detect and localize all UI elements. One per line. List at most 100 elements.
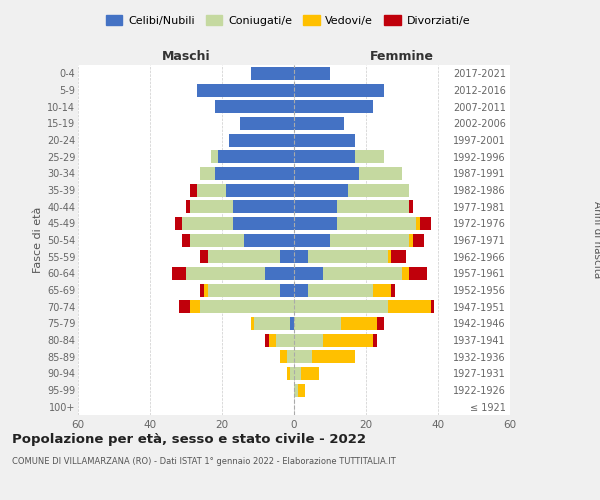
Y-axis label: Fasce di età: Fasce di età [32, 207, 43, 273]
Bar [294, 167, 359, 180]
Bar [265, 334, 269, 346]
Bar [298, 384, 305, 396]
Bar [215, 167, 294, 180]
Bar [323, 267, 402, 280]
Bar [294, 234, 330, 246]
Bar [265, 267, 294, 280]
Bar [373, 284, 391, 296]
Text: Popolazione per età, sesso e stato civile - 2022: Popolazione per età, sesso e stato civil… [12, 432, 366, 446]
Bar [294, 200, 337, 213]
Bar [359, 167, 402, 180]
Bar [341, 317, 377, 330]
Bar [312, 350, 355, 363]
Bar [226, 184, 294, 196]
Bar [294, 184, 348, 196]
Bar [190, 300, 200, 313]
Bar [294, 267, 323, 280]
Bar [294, 284, 308, 296]
Bar [294, 150, 355, 163]
Bar [391, 284, 395, 296]
Bar [308, 250, 388, 263]
Bar [190, 200, 233, 213]
Bar [294, 300, 388, 313]
Bar [200, 250, 208, 263]
Bar [244, 234, 294, 246]
Bar [215, 100, 294, 113]
Bar [251, 67, 294, 80]
Bar [172, 267, 186, 280]
Bar [409, 234, 413, 246]
Bar [294, 317, 341, 330]
Bar [294, 117, 344, 130]
Bar [208, 250, 280, 263]
Bar [197, 184, 226, 196]
Bar [294, 334, 323, 346]
Bar [294, 217, 337, 230]
Bar [409, 267, 427, 280]
Bar [200, 300, 294, 313]
Bar [182, 217, 233, 230]
Bar [402, 267, 409, 280]
Text: Anni di nascita: Anni di nascita [592, 202, 600, 278]
Bar [294, 350, 312, 363]
Bar [182, 234, 190, 246]
Bar [280, 284, 294, 296]
Bar [233, 217, 294, 230]
Bar [280, 250, 294, 263]
Bar [276, 334, 294, 346]
Bar [269, 334, 276, 346]
Bar [323, 334, 373, 346]
Bar [301, 367, 319, 380]
Bar [330, 234, 409, 246]
Bar [294, 100, 373, 113]
Bar [218, 150, 294, 163]
Bar [294, 250, 308, 263]
Bar [211, 150, 218, 163]
Bar [409, 200, 413, 213]
Bar [377, 317, 384, 330]
Bar [251, 317, 254, 330]
Bar [200, 167, 215, 180]
Bar [186, 267, 265, 280]
Bar [294, 134, 355, 146]
Bar [208, 284, 280, 296]
Bar [190, 234, 244, 246]
Bar [294, 84, 384, 96]
Legend: Celibi/Nubili, Coniugati/e, Vedovi/e, Divorziati/e: Celibi/Nubili, Coniugati/e, Vedovi/e, Di… [101, 10, 475, 30]
Bar [388, 300, 431, 313]
Bar [254, 317, 290, 330]
Bar [294, 384, 298, 396]
Bar [348, 184, 409, 196]
Bar [186, 200, 190, 213]
Bar [388, 250, 391, 263]
Text: COMUNE DI VILLAMARZANA (RO) - Dati ISTAT 1° gennaio 2022 - Elaborazione TUTTITAL: COMUNE DI VILLAMARZANA (RO) - Dati ISTAT… [12, 458, 396, 466]
Bar [373, 334, 377, 346]
Bar [287, 367, 290, 380]
Bar [179, 300, 190, 313]
Bar [290, 317, 294, 330]
Bar [420, 217, 431, 230]
Bar [337, 217, 416, 230]
Bar [280, 350, 287, 363]
Bar [294, 67, 330, 80]
Bar [290, 367, 294, 380]
Text: Femmine: Femmine [370, 50, 434, 64]
Bar [294, 367, 301, 380]
Bar [308, 284, 373, 296]
Bar [229, 134, 294, 146]
Text: Maschi: Maschi [161, 50, 211, 64]
Bar [355, 150, 384, 163]
Bar [431, 300, 434, 313]
Bar [413, 234, 424, 246]
Bar [190, 184, 197, 196]
Bar [233, 200, 294, 213]
Bar [197, 84, 294, 96]
Bar [204, 284, 208, 296]
Bar [337, 200, 409, 213]
Bar [287, 350, 294, 363]
Bar [416, 217, 420, 230]
Bar [391, 250, 406, 263]
Bar [240, 117, 294, 130]
Bar [200, 284, 204, 296]
Bar [175, 217, 182, 230]
